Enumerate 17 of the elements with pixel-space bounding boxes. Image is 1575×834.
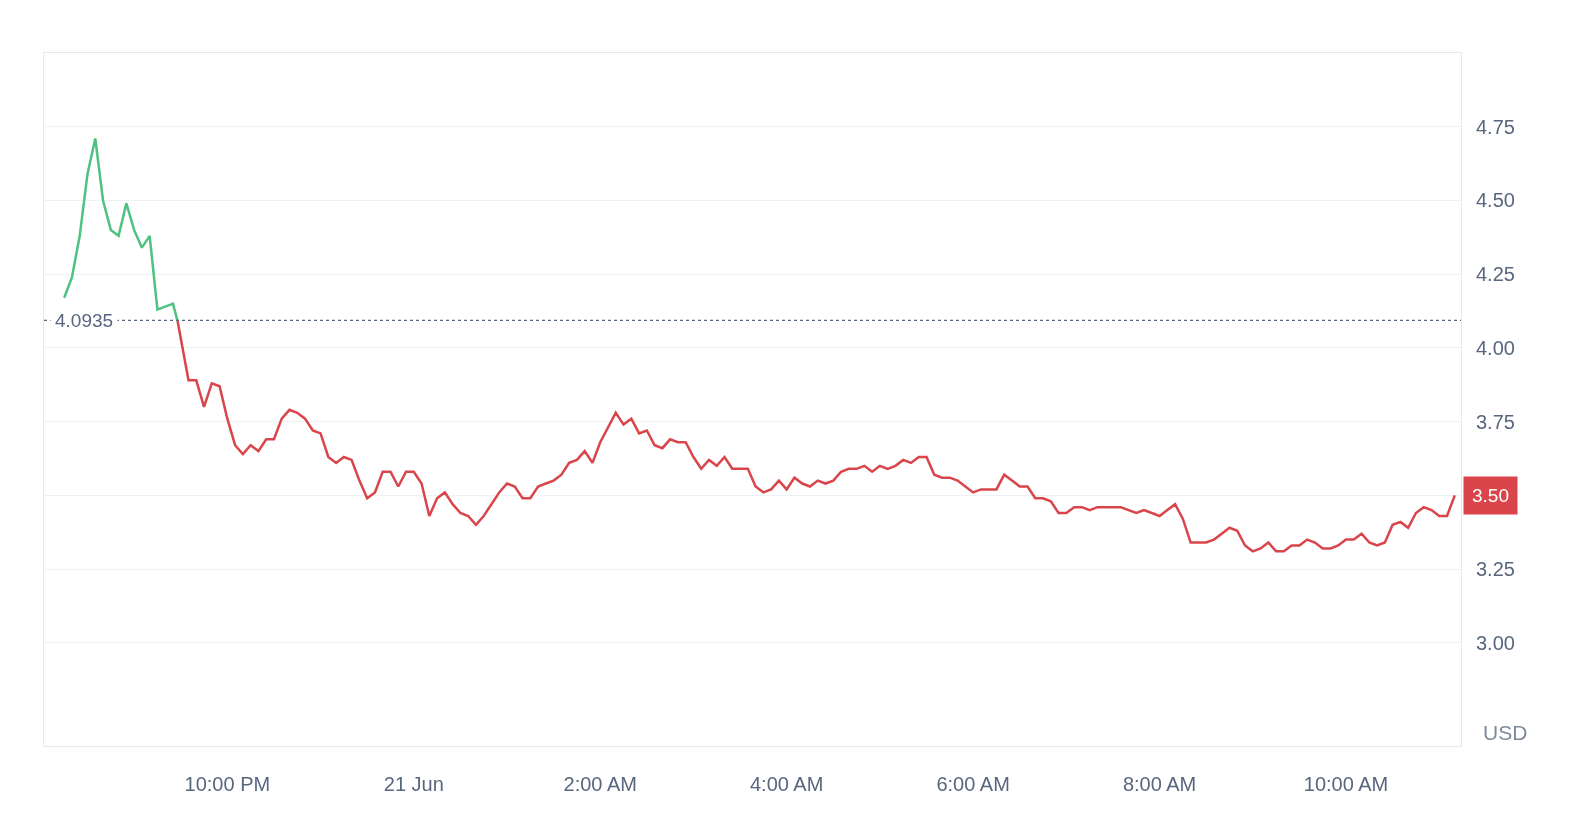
x-tick-label: 2:00 AM (563, 773, 637, 795)
text: USD (1483, 721, 1528, 744)
x-tick-label: 21 Jun (383, 773, 444, 795)
x-tick-label: 4:00 AM (749, 773, 824, 795)
y-tick-label: 3.00 (1476, 631, 1515, 654)
y-tick-label: 4.50 (1476, 189, 1515, 212)
y-tick-label: 4.25 (1476, 263, 1515, 286)
x-tick-label: 6:00 AM (936, 773, 1010, 795)
y-tick-label: 3.75 (1476, 410, 1515, 433)
x-tick-label: 10:00 AM (1303, 773, 1389, 795)
ref-line-label: 4.0935 (55, 310, 114, 331)
text: 3.50 (1472, 485, 1509, 506)
y-tick-label: 4.00 (1476, 336, 1515, 359)
y-tick-label: 4.75 (1476, 115, 1515, 138)
y-tick-label: 3.25 (1476, 558, 1515, 581)
x-tick-label: 8:00 AM (1122, 773, 1197, 795)
x-tick-label: 10:00 PM (184, 773, 271, 795)
